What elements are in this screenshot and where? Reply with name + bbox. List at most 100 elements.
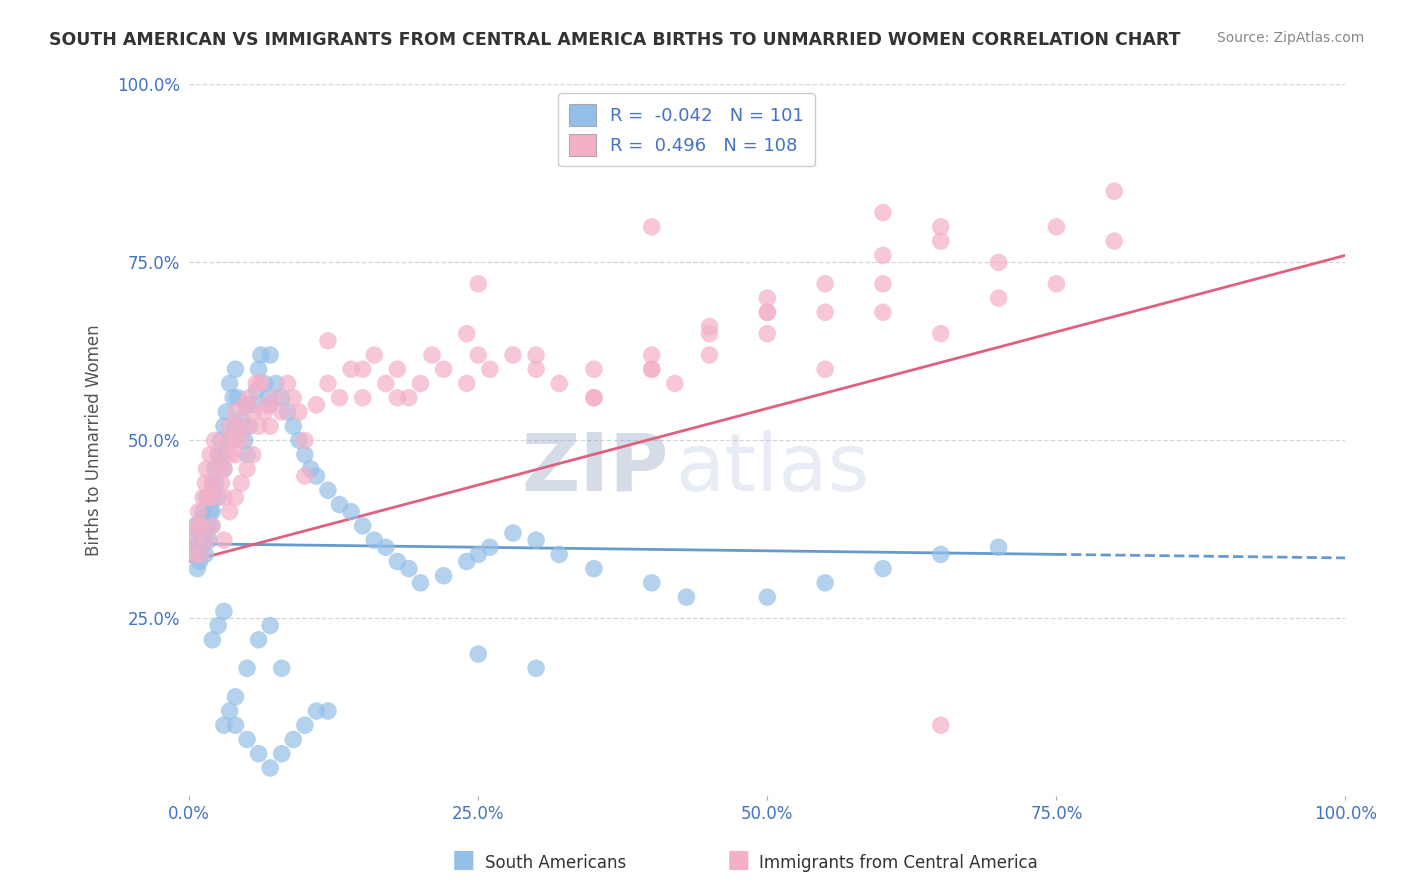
Point <box>259 398 281 412</box>
Point <box>288 434 311 448</box>
Point <box>1102 184 1125 198</box>
Point <box>236 462 259 476</box>
Point <box>193 533 215 548</box>
Point <box>352 391 374 405</box>
Point <box>212 718 235 732</box>
Point <box>191 512 214 526</box>
Point <box>264 391 287 405</box>
Point <box>987 291 1010 305</box>
Point <box>198 505 221 519</box>
Point <box>259 348 281 362</box>
Point <box>264 376 287 391</box>
Point <box>212 462 235 476</box>
Point <box>207 618 229 632</box>
Point <box>409 575 432 590</box>
Text: atlas: atlas <box>675 430 869 508</box>
Point <box>374 541 396 555</box>
Point <box>184 533 207 548</box>
Point <box>201 519 224 533</box>
Point <box>236 661 259 675</box>
Point <box>478 362 501 376</box>
Point <box>456 326 478 341</box>
Point <box>186 547 208 561</box>
Point <box>352 362 374 376</box>
Point <box>699 319 721 334</box>
Point <box>420 348 443 362</box>
Point <box>524 661 547 675</box>
Point <box>582 391 605 405</box>
Point <box>398 391 420 405</box>
Point <box>432 568 454 582</box>
Point <box>226 419 249 434</box>
Point <box>814 575 837 590</box>
Point <box>664 376 686 391</box>
Point <box>1102 234 1125 248</box>
Text: SOUTH AMERICAN VS IMMIGRANTS FROM CENTRAL AMERICA BIRTHS TO UNMARRIED WOMEN CORR: SOUTH AMERICAN VS IMMIGRANTS FROM CENTRA… <box>49 31 1181 49</box>
Point <box>288 405 311 419</box>
Point <box>872 248 894 262</box>
Point <box>201 476 224 491</box>
Point <box>756 590 779 604</box>
Point <box>212 419 235 434</box>
Point <box>194 476 217 491</box>
Point <box>270 661 292 675</box>
Point <box>207 448 229 462</box>
Point <box>387 391 409 405</box>
Point <box>224 690 246 704</box>
Point <box>756 291 779 305</box>
Point <box>198 533 221 548</box>
Text: ■: ■ <box>453 848 475 872</box>
Point <box>250 376 273 391</box>
Point <box>247 362 270 376</box>
Point <box>197 491 219 505</box>
Point <box>524 533 547 548</box>
Point <box>201 505 224 519</box>
Point <box>236 732 259 747</box>
Point <box>204 462 226 476</box>
Point <box>195 533 218 548</box>
Point <box>294 718 316 732</box>
Point <box>283 391 305 405</box>
Point <box>1045 277 1067 291</box>
Point <box>197 519 219 533</box>
Point <box>582 391 605 405</box>
Point <box>316 704 339 718</box>
Point <box>524 362 547 376</box>
Point <box>236 398 259 412</box>
Point <box>929 547 952 561</box>
Point <box>190 547 212 561</box>
Point <box>814 362 837 376</box>
Point <box>363 348 385 362</box>
Point <box>929 219 952 234</box>
Point <box>191 505 214 519</box>
Point <box>283 419 305 434</box>
Point <box>207 491 229 505</box>
Point <box>236 419 259 434</box>
Point <box>814 277 837 291</box>
Point <box>340 505 363 519</box>
Point <box>218 376 240 391</box>
Text: Source: ZipAtlas.com: Source: ZipAtlas.com <box>1216 31 1364 45</box>
Point <box>259 761 281 775</box>
Point <box>872 561 894 575</box>
Point <box>456 376 478 391</box>
Point <box>929 326 952 341</box>
Point <box>294 448 316 462</box>
Point <box>276 376 298 391</box>
Point <box>181 547 204 561</box>
Point <box>316 376 339 391</box>
Point <box>231 476 253 491</box>
Point <box>352 519 374 533</box>
Point <box>215 434 238 448</box>
Text: South Americans: South Americans <box>485 855 626 872</box>
Point <box>209 434 232 448</box>
Point <box>212 462 235 476</box>
Point <box>218 704 240 718</box>
Point <box>247 419 270 434</box>
Point <box>641 362 664 376</box>
Point <box>387 362 409 376</box>
Point <box>250 348 273 362</box>
Point <box>211 476 233 491</box>
Point <box>467 547 489 561</box>
Point <box>201 476 224 491</box>
